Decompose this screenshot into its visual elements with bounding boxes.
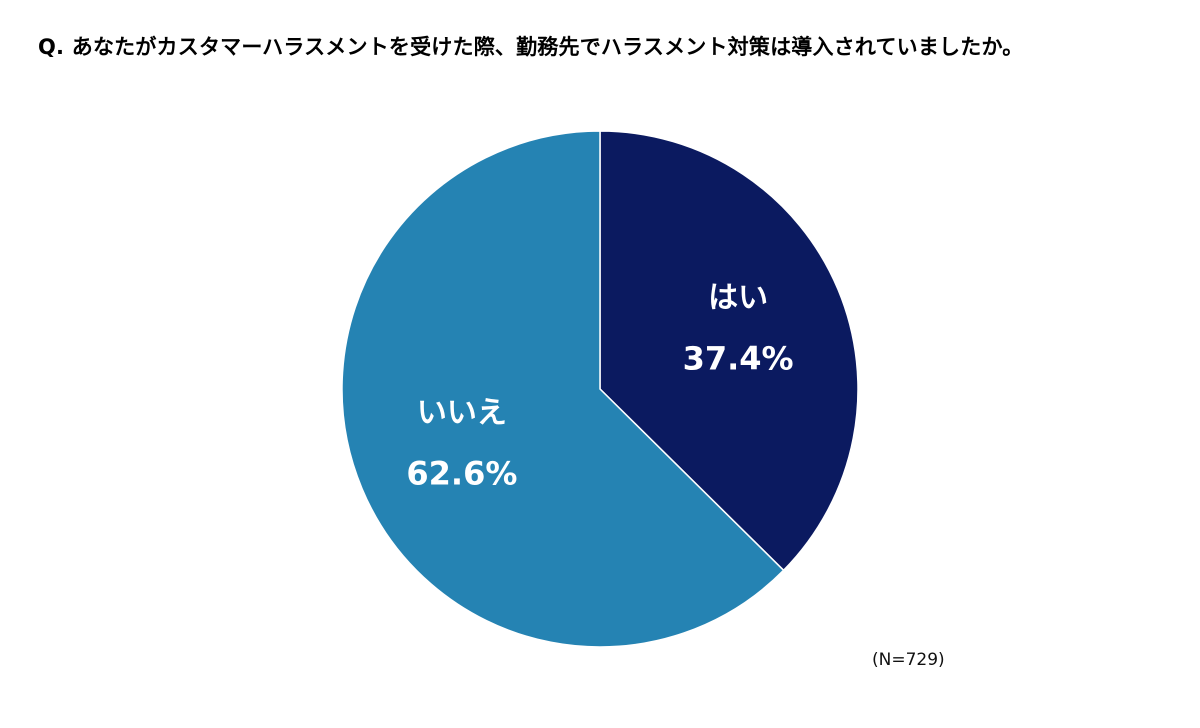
chart-title: Q. あなたがカスタマーハラスメントを受けた際、勤務先でハラスメント対策は導入さ… [38,35,1024,59]
slice-value-label: 62.6% [406,455,517,493]
slice-category-label: いいえ [417,396,507,431]
slice-category-label: はい [708,280,768,315]
sample-size-note: (N=729) [872,650,945,670]
pie-slice-no [341,130,785,648]
pie-slices [341,130,859,648]
slice-value-label: 37.4% [683,339,794,377]
pie-labels: はい 37.4% いいえ 62.6% [406,280,793,492]
pie-slice-yes [599,130,859,572]
